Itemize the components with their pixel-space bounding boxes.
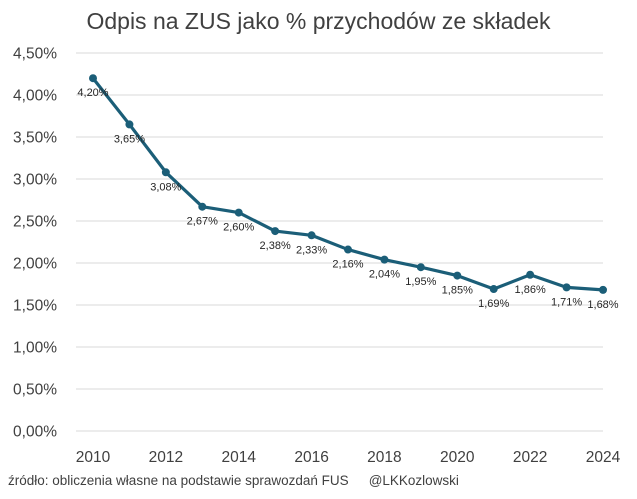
data-label: 1,71%: [551, 296, 582, 308]
x-tick-label: 2018: [367, 449, 401, 466]
x-tick-label: 2016: [294, 449, 328, 466]
data-point: [89, 74, 97, 83]
source-note: źródło: obliczenia własne na podstawie s…: [8, 473, 459, 488]
x-tick-label: 2014: [221, 449, 256, 466]
y-tick-label: 3,00%: [13, 172, 57, 189]
data-point: [380, 255, 389, 264]
data-label: 2,16%: [332, 259, 363, 271]
data-label: 4,20%: [77, 87, 108, 99]
y-tick-label: 4,00%: [13, 88, 57, 105]
data-label: 1,85%: [442, 285, 473, 297]
x-axis-ticks: 2010 2012 2014 2016 2018 2020 2022 2024: [76, 449, 621, 466]
x-tick-label: 2024: [586, 449, 621, 466]
y-tick-label: 4,50%: [13, 46, 57, 63]
series-layer: [89, 74, 607, 294]
data-point: [526, 270, 535, 279]
data-label: 2,33%: [296, 244, 327, 256]
data-label: 1,68%: [587, 299, 618, 311]
y-tick-label: 1,00%: [13, 340, 57, 357]
data-point: [307, 231, 316, 240]
data-point: [161, 168, 170, 177]
data-point: [562, 283, 571, 292]
data-point: [416, 263, 425, 272]
x-tick-label: 2022: [513, 449, 547, 466]
data-label: 2,60%: [223, 222, 254, 234]
data-point: [234, 208, 243, 217]
data-point: [271, 227, 280, 236]
data-labels: 4,20% 3,65% 3,08% 2,67% 2,60% 2,38% 2,33% 2,16%…: [77, 87, 618, 311]
data-label: 3,08%: [150, 181, 181, 193]
x-tick-label: 2010: [76, 449, 111, 466]
x-tick-label: 2012: [149, 449, 183, 466]
y-tick-label: 3,50%: [13, 130, 57, 147]
data-label: 2,67%: [187, 216, 218, 228]
x-tick-label: 2020: [440, 449, 475, 466]
data-point: [453, 271, 462, 280]
gridlines: [76, 52, 603, 432]
data-label: 1,86%: [515, 284, 546, 296]
y-tick-label: 0,00%: [13, 424, 57, 441]
data-label: 2,04%: [369, 269, 400, 281]
data-label: 3,65%: [114, 133, 145, 145]
data-point: [125, 120, 134, 129]
data-label: 2,38%: [260, 240, 291, 252]
y-tick-label: 2,00%: [13, 256, 57, 273]
data-point: [489, 285, 498, 294]
data-label: 1,95%: [405, 276, 436, 288]
data-point: [198, 202, 207, 211]
y-tick-label: 0,50%: [13, 382, 57, 399]
source-text: źródło: obliczenia własne na podstawie s…: [8, 473, 349, 488]
y-tick-label: 1,50%: [13, 298, 57, 315]
data-point: [344, 245, 352, 254]
chart-title: Odpis na ZUS jako % przychodów ze składe…: [86, 8, 551, 34]
author-handle: @LKKozlowski: [368, 473, 459, 488]
data-label: 1,69%: [478, 298, 509, 310]
data-point: [599, 285, 607, 294]
y-tick-label: 2,50%: [13, 214, 57, 231]
y-axis-ticks: 0,00% 0,50% 1,00% 1,50% 2,00% 2,50% 3,00% 3,50%…: [13, 46, 57, 441]
